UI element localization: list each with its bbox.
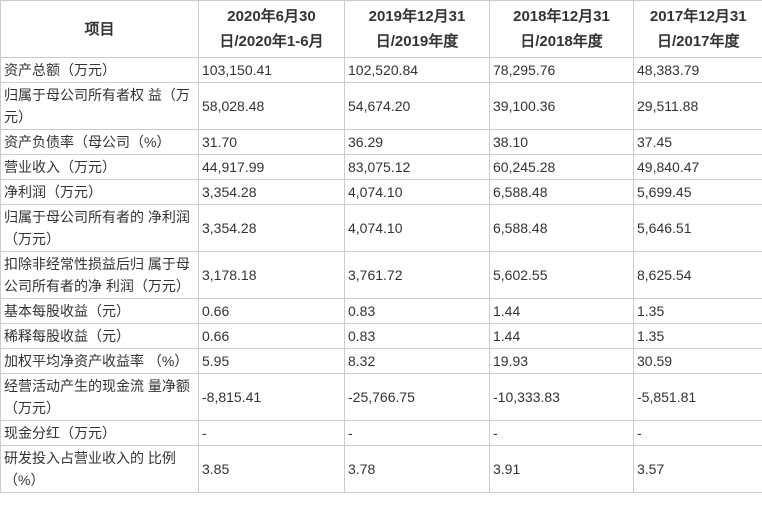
cell-value: 5,602.55 — [489, 251, 634, 299]
table-row: 归属于母公司所有者的 净利润（万元） 3,354.28 4,074.10 6,5… — [0, 204, 762, 252]
column-header-2017: 2017年12月31 日/2017年度 — [633, 0, 762, 58]
table-row: 资产总额（万元） 103,150.41 102,520.84 78,295.76… — [0, 57, 762, 83]
cell-value: 83,075.12 — [344, 154, 490, 180]
cell-value: 0.83 — [344, 323, 490, 349]
row-label: 归属于母公司所有者权 益（万元） — [0, 82, 199, 130]
cell-value: 5,699.45 — [633, 179, 762, 205]
row-label: 研发投入占营业收入的 比例（%） — [0, 445, 199, 493]
row-label: 现金分红（万元） — [0, 420, 199, 446]
cell-value: 38.10 — [489, 129, 634, 155]
table-row: 扣除非经常性损益后归 属于母公司所有者的净 利润（万元） 3,178.18 3,… — [0, 251, 762, 299]
cell-value: 1.44 — [489, 298, 634, 324]
cell-value: 3,761.72 — [344, 251, 490, 299]
table-row: 净利润（万元） 3,354.28 4,074.10 6,588.48 5,699… — [0, 179, 762, 205]
row-label: 扣除非经常性损益后归 属于母公司所有者的净 利润（万元） — [0, 251, 199, 299]
cell-value: -25,766.75 — [344, 373, 490, 421]
row-label: 资产总额（万元） — [0, 57, 199, 83]
cell-value: 0.83 — [344, 298, 490, 324]
cell-value: 44,917.99 — [198, 154, 345, 180]
cell-value: - — [633, 420, 762, 446]
cell-value: 39,100.36 — [489, 82, 634, 130]
cell-value: 78,295.76 — [489, 57, 634, 83]
cell-value: 19.93 — [489, 348, 634, 374]
cell-value: 1.35 — [633, 323, 762, 349]
cell-value: 6,588.48 — [489, 179, 634, 205]
cell-value: 0.66 — [198, 323, 345, 349]
row-label: 营业收入（万元） — [0, 154, 199, 180]
cell-value: 3.85 — [198, 445, 345, 493]
cell-value: 3,354.28 — [198, 204, 345, 252]
cell-value: 103,150.41 — [198, 57, 345, 83]
cell-value: 58,028.48 — [198, 82, 345, 130]
cell-value: 37.45 — [633, 129, 762, 155]
cell-value: 6,588.48 — [489, 204, 634, 252]
column-header-2020: 2020年6月30 日/2020年1-6月 — [198, 0, 345, 58]
row-label: 加权平均净资产收益率 （%） — [0, 348, 199, 374]
cell-value: 5,646.51 — [633, 204, 762, 252]
cell-value: 8,625.54 — [633, 251, 762, 299]
cell-value: 54,674.20 — [344, 82, 490, 130]
cell-value: 49,840.47 — [633, 154, 762, 180]
cell-value: 0.66 — [198, 298, 345, 324]
header-row: 项目 2020年6月30 日/2020年1-6月 2019年12月31 日/20… — [0, 0, 762, 58]
cell-value: 8.32 — [344, 348, 490, 374]
cell-value: 3.78 — [344, 445, 490, 493]
cell-value: -8,815.41 — [198, 373, 345, 421]
cell-value: - — [198, 420, 345, 446]
cell-value: 30.59 — [633, 348, 762, 374]
table-row: 加权平均净资产收益率 （%） 5.95 8.32 19.93 30.59 — [0, 348, 762, 374]
cell-value: 3,354.28 — [198, 179, 345, 205]
row-label: 稀释每股收益（元） — [0, 323, 199, 349]
cell-value: 5.95 — [198, 348, 345, 374]
cell-value: - — [489, 420, 634, 446]
cell-value: 102,520.84 — [344, 57, 490, 83]
table-row: 资产负债率（母公司（%） 31.70 36.29 38.10 37.45 — [0, 129, 762, 155]
row-label: 基本每股收益（元） — [0, 298, 199, 324]
table-row: 经营活动产生的现金流 量净额（万元） -8,815.41 -25,766.75 … — [0, 373, 762, 421]
cell-value: 29,511.88 — [633, 82, 762, 130]
cell-value: 4,074.10 — [344, 204, 490, 252]
cell-value: 60,245.28 — [489, 154, 634, 180]
cell-value: -10,333.83 — [489, 373, 634, 421]
cell-value: 1.44 — [489, 323, 634, 349]
cell-value: 1.35 — [633, 298, 762, 324]
cell-value: 3.57 — [633, 445, 762, 493]
column-header-2019: 2019年12月31 日/2019年度 — [344, 0, 490, 58]
column-header-item: 项目 — [0, 0, 199, 58]
cell-value: 3,178.18 — [198, 251, 345, 299]
table-row: 研发投入占营业收入的 比例（%） 3.85 3.78 3.91 3.57 — [0, 445, 762, 493]
financial-summary-table: 项目 2020年6月30 日/2020年1-6月 2019年12月31 日/20… — [0, 0, 762, 493]
row-label: 经营活动产生的现金流 量净额（万元） — [0, 373, 199, 421]
column-header-2018: 2018年12月31 日/2018年度 — [489, 0, 634, 58]
table-row: 营业收入（万元） 44,917.99 83,075.12 60,245.28 4… — [0, 154, 762, 180]
cell-value: 3.91 — [489, 445, 634, 493]
cell-value: 36.29 — [344, 129, 490, 155]
cell-value: 31.70 — [198, 129, 345, 155]
cell-value: 48,383.79 — [633, 57, 762, 83]
cell-value: 4,074.10 — [344, 179, 490, 205]
row-label: 净利润（万元） — [0, 179, 199, 205]
row-label: 资产负债率（母公司（%） — [0, 129, 199, 155]
table-row: 现金分红（万元） - - - - — [0, 420, 762, 446]
table-row: 基本每股收益（元） 0.66 0.83 1.44 1.35 — [0, 298, 762, 324]
table-row: 归属于母公司所有者权 益（万元） 58,028.48 54,674.20 39,… — [0, 82, 762, 130]
table-row: 稀释每股收益（元） 0.66 0.83 1.44 1.35 — [0, 323, 762, 349]
cell-value: - — [344, 420, 490, 446]
row-label: 归属于母公司所有者的 净利润（万元） — [0, 204, 199, 252]
cell-value: -5,851.81 — [633, 373, 762, 421]
